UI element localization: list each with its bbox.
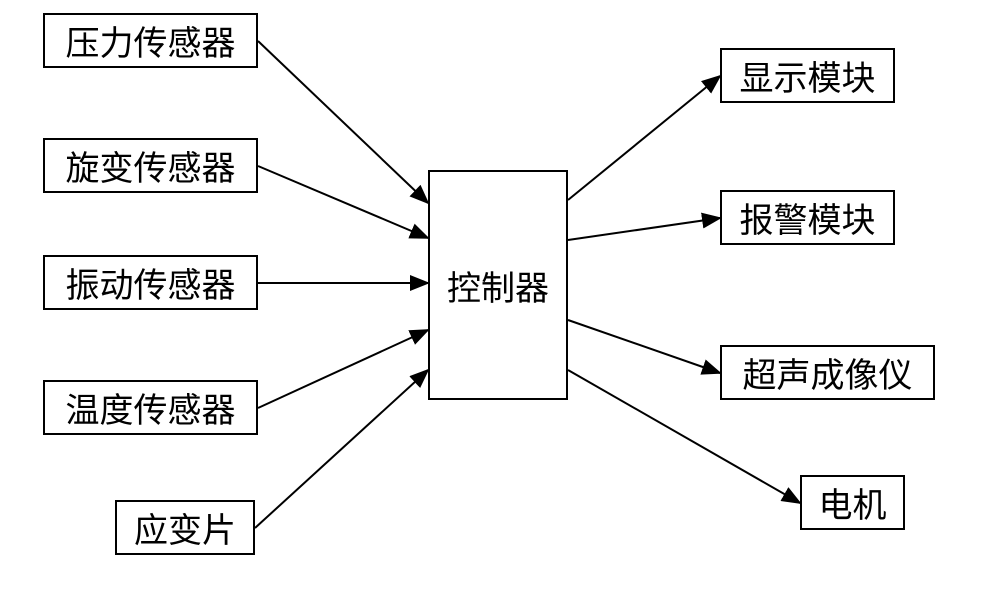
input-resolver-sensor-label: 旋变传感器 [66,141,236,190]
input-pressure-sensor: 压力传感器 [43,13,258,68]
output-motor-label: 电机 [819,478,887,527]
output-display-module-label: 显示模块 [740,51,876,100]
input-temp-sensor-label: 温度传感器 [66,383,236,432]
center-controller-label: 控制器 [447,261,549,310]
input-strain-gauge-label: 应变片 [134,503,236,552]
output-ultrasound-imager: 超声成像仪 [720,345,935,400]
edge-out-1 [568,218,720,240]
output-ultrasound-imager-label: 超声成像仪 [743,348,913,397]
output-display-module: 显示模块 [720,48,895,103]
edge-out-2 [568,320,720,373]
input-temp-sensor: 温度传感器 [43,380,258,435]
center-controller: 控制器 [428,170,568,400]
output-motor: 电机 [800,475,905,530]
edge-in-1 [258,166,428,238]
output-alarm-module-label: 报警模块 [740,193,876,242]
output-alarm-module: 报警模块 [720,190,895,245]
edge-in-4 [255,370,428,528]
input-vibration-sensor-label: 振动传感器 [66,258,236,307]
input-resolver-sensor: 旋变传感器 [43,138,258,193]
edge-out-0 [568,76,720,200]
edge-in-3 [258,330,428,408]
input-pressure-sensor-label: 压力传感器 [66,16,236,65]
edge-in-0 [258,41,428,203]
input-vibration-sensor: 振动传感器 [43,255,258,310]
input-strain-gauge: 应变片 [115,500,255,555]
